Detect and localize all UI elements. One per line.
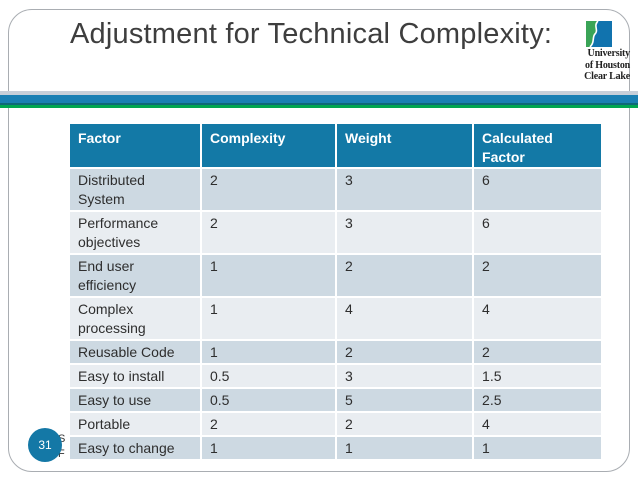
table-header-complexity: Complexity bbox=[201, 124, 335, 167]
table-cell-complexity: 2 bbox=[201, 169, 335, 210]
table-cell-complexity: 2 bbox=[201, 413, 335, 435]
stripe-gray bbox=[0, 91, 638, 95]
table-row: Reusable Code 1 2 2 bbox=[70, 341, 601, 363]
table-cell-weight: 2 bbox=[336, 341, 473, 363]
table-cell-complexity: 1 bbox=[201, 255, 335, 296]
stripe-teal bbox=[0, 103, 638, 105]
table-cell-calculated: 1.5 bbox=[474, 365, 601, 387]
table-cell-weight: 3 bbox=[336, 365, 473, 387]
table-cell-calculated: 2 bbox=[474, 255, 601, 296]
table-cell-calculated: 4 bbox=[474, 413, 601, 435]
table-cell-weight: 2 bbox=[336, 255, 473, 296]
table-cell-calculated: 6 bbox=[474, 169, 601, 210]
table-cell-complexity: 1 bbox=[201, 298, 335, 339]
table-cell-weight: 1 bbox=[336, 437, 473, 459]
table-cell-calculated: 1 bbox=[474, 437, 601, 459]
table-row: Easy to install 0.5 3 1.5 bbox=[70, 365, 601, 387]
table-header-weight: Weight bbox=[336, 124, 473, 167]
table-row: Distributed System 2 3 6 bbox=[70, 169, 601, 210]
table-cell-complexity: 0.5 bbox=[201, 365, 335, 387]
table-cell-factor: Complex processing bbox=[70, 298, 200, 339]
table-cell-complexity: 0.5 bbox=[201, 389, 335, 411]
table-row: Easy to change 1 1 1 bbox=[70, 437, 601, 459]
table-header-calculated-factor: Calculated Factor bbox=[474, 124, 601, 167]
table-row: Easy to use 0.5 5 2.5 bbox=[70, 389, 601, 411]
table-row: End user efficiency 1 2 2 bbox=[70, 255, 601, 296]
table-header-factor: Factor bbox=[70, 124, 200, 167]
table-row: Performance objectives 2 3 6 bbox=[70, 212, 601, 253]
table-header-row: Factor Complexity Weight Calculated Fact… bbox=[70, 124, 601, 167]
table-row: Complex processing 1 4 4 bbox=[70, 298, 601, 339]
table-cell-complexity: 2 bbox=[201, 212, 335, 253]
table-cell-weight: 3 bbox=[336, 169, 473, 210]
table-row: Portable 2 2 4 bbox=[70, 413, 601, 435]
table-cell-weight: 3 bbox=[336, 212, 473, 253]
page-title: Adjustment for Technical Complexity: bbox=[70, 18, 553, 50]
table-cell-weight: 5 bbox=[336, 389, 473, 411]
stripe-blue bbox=[0, 95, 638, 103]
uhcl-logo-line-2: of Houston bbox=[585, 59, 630, 71]
occluded-footer-text-1: S bbox=[58, 433, 66, 445]
technical-complexity-table: Factor Complexity Weight Calculated Fact… bbox=[68, 122, 603, 461]
uhcl-logo: University of Houston Clear Lake bbox=[570, 21, 630, 82]
table-cell-factor: Easy to use bbox=[70, 389, 200, 411]
table-cell-factor: Reusable Code bbox=[70, 341, 200, 363]
uhcl-logo-line-1: University bbox=[587, 48, 631, 59]
table-body: Distributed System 2 3 6 Performance objecti… bbox=[70, 169, 601, 459]
page-number-badge: 31 bbox=[28, 428, 62, 462]
table-cell-complexity: 1 bbox=[201, 341, 335, 363]
divider-stripes bbox=[0, 91, 638, 108]
uhcl-logo-icon bbox=[586, 21, 612, 47]
table-cell-calculated: 6 bbox=[474, 212, 601, 253]
stripe-green bbox=[0, 105, 638, 108]
table-cell-factor: Distributed System bbox=[70, 169, 200, 210]
table-cell-factor: End user efficiency bbox=[70, 255, 200, 296]
table-cell-factor: Easy to change bbox=[70, 437, 200, 459]
table-cell-factor: Performance objectives bbox=[70, 212, 200, 253]
table-cell-weight: 2 bbox=[336, 413, 473, 435]
table-cell-calculated: 2.5 bbox=[474, 389, 601, 411]
occluded-footer-text-2: F bbox=[58, 448, 65, 460]
table-cell-calculated: 4 bbox=[474, 298, 601, 339]
table-cell-factor: Easy to install bbox=[70, 365, 200, 387]
table-cell-complexity: 1 bbox=[201, 437, 335, 459]
table-cell-calculated: 2 bbox=[474, 341, 601, 363]
page-number: 31 bbox=[38, 438, 52, 452]
uhcl-logo-line-3: Clear Lake bbox=[584, 71, 630, 82]
table-cell-weight: 4 bbox=[336, 298, 473, 339]
table-cell-factor: Portable bbox=[70, 413, 200, 435]
